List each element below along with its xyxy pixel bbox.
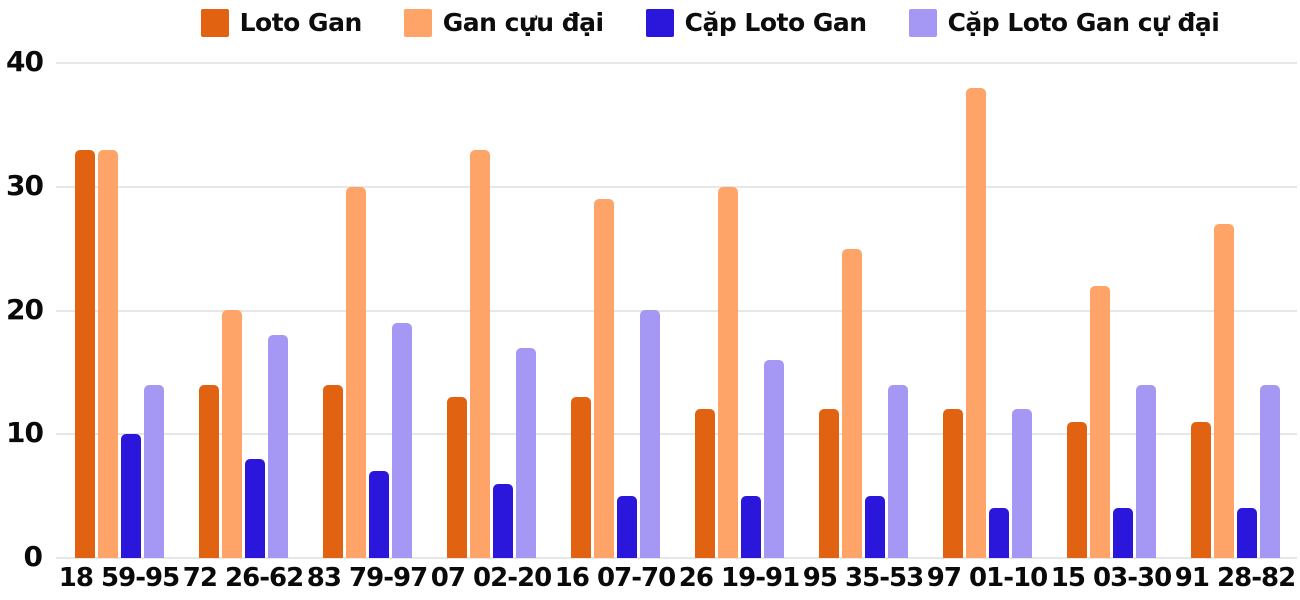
bar-gan-cuu-ai-91-28-82	[1213, 224, 1234, 558]
bar-group-95-35-53	[801, 63, 925, 558]
bar-cap-loto-gan-26-19-91	[740, 496, 761, 558]
bar-group-83-79-97	[305, 63, 429, 558]
bar-loto-gan-95-35-53	[818, 409, 839, 558]
legend-item-loto-gan[interactable]: Loto Gan	[200, 8, 363, 37]
legend-swatch-icon	[908, 8, 937, 37]
bar-group-97-01-10	[925, 63, 1049, 558]
bars-area	[57, 63, 1297, 558]
bar-loto-gan-18-59-95	[74, 150, 95, 558]
y-tick-label-40: 40	[6, 44, 44, 78]
legend-item-gan-cuu-ai[interactable]: Gan cựu đại	[403, 8, 604, 37]
bar-gan-cuu-ai-72-26-62	[221, 310, 242, 558]
bar-cap-loto-gan-cu-ai-26-19-91	[763, 360, 784, 558]
bar-gan-cuu-ai-83-79-97	[345, 187, 366, 558]
bar-cap-loto-gan-16-07-70	[616, 496, 637, 558]
bar-cap-loto-gan-cu-ai-91-28-82	[1259, 385, 1280, 558]
bar-cap-loto-gan-cu-ai-83-79-97	[391, 323, 412, 558]
x-tick-label-16-07-70: 16 07-70	[554, 563, 676, 593]
x-tick-label-18-59-95: 18 59-95	[58, 563, 180, 593]
bar-gan-cuu-ai-16-07-70	[593, 199, 614, 558]
y-tick-label-10: 10	[6, 416, 44, 450]
bar-group-72-26-62	[181, 63, 305, 558]
legend-swatch-icon	[200, 8, 229, 37]
bar-cap-loto-gan-cu-ai-07-02-20	[515, 348, 536, 558]
legend-item-cap-loto-gan[interactable]: Cặp Loto Gan	[645, 8, 867, 37]
bar-cap-loto-gan-cu-ai-95-35-53	[887, 385, 908, 558]
bar-group-18-59-95	[57, 63, 181, 558]
x-tick-label-07-02-20: 07 02-20	[430, 563, 552, 593]
legend-label: Loto Gan	[239, 8, 363, 37]
legend-label: Gan cựu đại	[442, 8, 604, 37]
legend-swatch-icon	[645, 8, 674, 37]
bar-loto-gan-26-19-91	[694, 409, 715, 558]
x-axis-labels: 18 59-95 72 26-62 83 79-97 07 02-20 16 07-70…	[57, 563, 1297, 593]
x-tick-label-72-26-62: 72 26-62	[182, 563, 304, 593]
gridline-20	[56, 309, 1297, 312]
gridline-30	[56, 185, 1297, 188]
legend-item-cap-loto-gan-cu-ai[interactable]: Cặp Loto Gan cự đại	[908, 8, 1220, 37]
bar-gan-cuu-ai-18-59-95	[97, 150, 118, 558]
bar-gan-cuu-ai-07-02-20	[469, 150, 490, 558]
gridline-40	[56, 62, 1297, 64]
gridline-10	[56, 433, 1297, 436]
bar-group-16-07-70	[553, 63, 677, 558]
bar-loto-gan-16-07-70	[570, 397, 591, 558]
x-tick-label-15-03-30: 15 03-30	[1050, 563, 1172, 593]
x-tick-label-83-79-97: 83 79-97	[306, 563, 428, 593]
legend-swatch-icon	[403, 8, 432, 37]
bar-group-91-28-82	[1173, 63, 1297, 558]
bar-cap-loto-gan-91-28-82	[1236, 508, 1257, 558]
legend-label: Cặp Loto Gan	[684, 8, 867, 37]
y-tick-label-30: 30	[6, 168, 44, 202]
bar-cap-loto-gan-97-01-10	[988, 508, 1009, 558]
bar-group-26-19-91	[677, 63, 801, 558]
bar-cap-loto-gan-cu-ai-72-26-62	[267, 335, 288, 558]
y-tick-label-0: 0	[23, 539, 43, 573]
bar-loto-gan-83-79-97	[322, 385, 343, 558]
bar-loto-gan-07-02-20	[446, 397, 467, 558]
x-tick-label-26-19-91: 26 19-91	[678, 563, 800, 593]
bar-cap-loto-gan-72-26-62	[244, 459, 265, 558]
x-tick-label-91-28-82: 91 28-82	[1174, 563, 1296, 593]
bar-loto-gan-97-01-10	[942, 409, 963, 558]
bar-loto-gan-72-26-62	[198, 385, 219, 558]
bar-cap-loto-gan-cu-ai-16-07-70	[639, 310, 660, 558]
bar-loto-gan-91-28-82	[1190, 422, 1211, 558]
bar-cap-loto-gan-cu-ai-97-01-10	[1011, 409, 1032, 558]
bar-cap-loto-gan-07-02-20	[492, 484, 513, 558]
gridline-0	[56, 557, 1297, 559]
y-tick-label-20: 20	[6, 292, 44, 326]
bar-loto-gan-15-03-30	[1066, 422, 1087, 558]
bar-cap-loto-gan-cu-ai-15-03-30	[1135, 385, 1156, 558]
x-tick-label-97-01-10: 97 01-10	[926, 563, 1048, 593]
bar-cap-loto-gan-18-59-95	[120, 434, 141, 558]
bar-cap-loto-gan-cu-ai-18-59-95	[143, 385, 164, 558]
bar-cap-loto-gan-83-79-97	[368, 471, 389, 558]
bar-gan-cuu-ai-26-19-91	[717, 187, 738, 558]
x-tick-label-95-35-53: 95 35-53	[802, 563, 924, 593]
bar-gan-cuu-ai-15-03-30	[1089, 286, 1110, 558]
bar-cap-loto-gan-15-03-30	[1112, 508, 1133, 558]
bar-cap-loto-gan-95-35-53	[864, 496, 885, 558]
legend-label: Cặp Loto Gan cự đại	[947, 8, 1220, 37]
bar-gan-cuu-ai-97-01-10	[965, 88, 986, 558]
bar-group-15-03-30	[1049, 63, 1173, 558]
bar-group-07-02-20	[429, 63, 553, 558]
chart-legend: Loto Gan Gan cựu đại Cặp Loto Gan Cặp Loto …	[0, 8, 1300, 37]
bar-gan-cuu-ai-95-35-53	[841, 249, 862, 558]
